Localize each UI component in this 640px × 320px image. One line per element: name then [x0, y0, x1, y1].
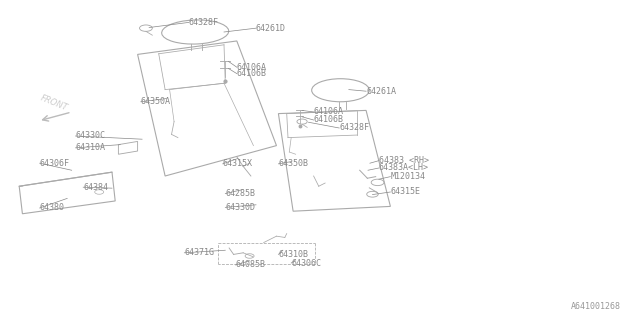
- Text: A641001268: A641001268: [571, 302, 621, 311]
- Text: 64371G: 64371G: [184, 248, 214, 257]
- Text: 64328F: 64328F: [189, 18, 219, 27]
- Text: 64306F: 64306F: [40, 159, 70, 168]
- Text: 64310A: 64310A: [76, 143, 106, 152]
- Text: 64330C: 64330C: [76, 132, 106, 140]
- Text: 64106A: 64106A: [314, 108, 344, 116]
- Text: 64384: 64384: [83, 183, 108, 192]
- Text: 64383A<LH>: 64383A<LH>: [379, 164, 429, 172]
- Text: 64315E: 64315E: [390, 188, 420, 196]
- Text: FRONT: FRONT: [40, 93, 69, 113]
- Text: 64261D: 64261D: [256, 24, 286, 33]
- Text: 64310B: 64310B: [278, 250, 308, 259]
- Text: 64315X: 64315X: [223, 159, 253, 168]
- Text: 64106B: 64106B: [237, 69, 267, 78]
- Text: 64261A: 64261A: [366, 87, 396, 96]
- Text: 64328F: 64328F: [339, 124, 369, 132]
- Text: 64306C: 64306C: [291, 259, 321, 268]
- Text: 64085B: 64085B: [236, 260, 266, 269]
- Text: 64350A: 64350A: [141, 97, 171, 106]
- Text: 64106B: 64106B: [314, 116, 344, 124]
- Text: 64285B: 64285B: [225, 189, 255, 198]
- Text: 64330D: 64330D: [225, 203, 255, 212]
- Text: 64383 <RH>: 64383 <RH>: [379, 156, 429, 165]
- Text: 64106A: 64106A: [237, 63, 267, 72]
- Text: 64350B: 64350B: [278, 159, 308, 168]
- Text: 64380: 64380: [40, 204, 65, 212]
- Text: M120134: M120134: [390, 172, 426, 181]
